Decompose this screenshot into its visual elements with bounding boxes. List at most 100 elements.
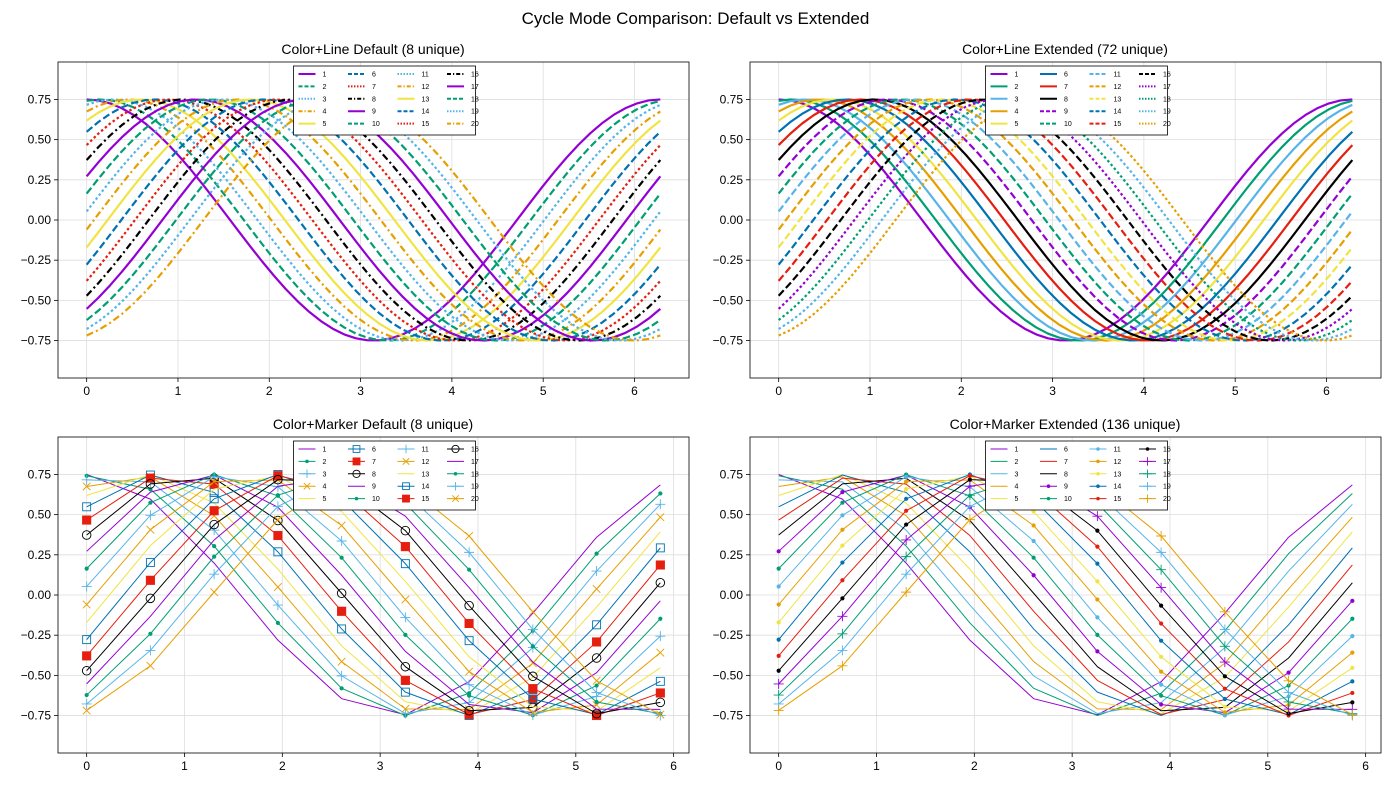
series-14-marker bbox=[464, 636, 474, 646]
legend-entry-11: 11 bbox=[397, 72, 429, 79]
legend-entry-11: 11 bbox=[1089, 72, 1121, 79]
legend-label: 5 bbox=[1015, 121, 1019, 128]
legend-label: 16 bbox=[471, 72, 479, 79]
series-10-marker bbox=[594, 683, 599, 688]
legend-label: 4 bbox=[323, 109, 327, 116]
x-tick-label: 3 bbox=[377, 759, 384, 773]
legend-entry-16: 16 bbox=[1139, 72, 1171, 79]
series-10-marker bbox=[1350, 616, 1355, 621]
y-tick-label: 0.25 bbox=[720, 548, 744, 562]
legend-entry-6: 6 bbox=[1040, 447, 1068, 454]
series-4-marker bbox=[401, 704, 410, 714]
y-tick-label: −0.50 bbox=[713, 293, 744, 307]
series-14-marker bbox=[528, 694, 538, 704]
series-19-marker bbox=[964, 501, 975, 512]
series-3-marker bbox=[464, 697, 475, 708]
series-13-line bbox=[778, 475, 1353, 712]
legend-label: 3 bbox=[323, 96, 327, 103]
legend-marker bbox=[1143, 457, 1152, 466]
legend-marker bbox=[352, 457, 361, 466]
legend-label: 10 bbox=[372, 121, 380, 128]
series-14-line bbox=[86, 473, 661, 716]
series-8-marker bbox=[81, 530, 92, 540]
series-16-marker bbox=[400, 525, 411, 536]
legend-entry-18: 18 bbox=[447, 471, 479, 478]
series-8-marker bbox=[145, 479, 156, 489]
series-11-marker bbox=[209, 471, 220, 482]
series-11-marker bbox=[81, 581, 92, 592]
x-tick-label: 2 bbox=[279, 759, 286, 773]
legend-label: 1 bbox=[323, 72, 327, 79]
series-7-marker bbox=[145, 473, 155, 483]
series-6-line bbox=[85, 98, 662, 342]
legend-entry-5: 5 bbox=[298, 121, 327, 128]
legend-entry-8: 8 bbox=[1040, 96, 1068, 103]
series-14-marker bbox=[776, 637, 781, 642]
legend-label: 9 bbox=[1064, 484, 1068, 491]
series-10-marker bbox=[658, 616, 663, 621]
series-16-marker bbox=[528, 671, 538, 682]
legend-entry-15: 15 bbox=[1089, 121, 1121, 128]
legend-entry-14: 14 bbox=[397, 482, 429, 491]
series-20-marker bbox=[656, 710, 665, 719]
legend-label: 11 bbox=[1114, 447, 1121, 454]
series-15-line bbox=[85, 98, 662, 342]
x-tick-label: 2 bbox=[971, 759, 978, 773]
series-12-marker bbox=[82, 600, 91, 609]
series-12-marker bbox=[840, 527, 845, 532]
x-tick-label: 5 bbox=[572, 759, 579, 773]
series-18-marker bbox=[773, 690, 784, 701]
legend-marker bbox=[451, 495, 460, 503]
legend-label: 6 bbox=[372, 447, 376, 454]
legend-entry-2: 2 bbox=[298, 84, 327, 91]
legend-box bbox=[293, 65, 476, 136]
series-11-marker bbox=[400, 612, 411, 623]
legend-entry-6: 6 bbox=[348, 445, 376, 454]
legend-entry-3: 3 bbox=[990, 471, 1019, 478]
series-11-marker bbox=[1350, 634, 1355, 639]
series-17-line bbox=[778, 476, 1353, 710]
legend-entry-3: 3 bbox=[990, 96, 1019, 103]
legend-entry-1: 1 bbox=[990, 72, 1019, 79]
series-16-marker bbox=[209, 519, 219, 530]
legend-marker bbox=[1046, 496, 1051, 501]
legend-entry-20: 20 bbox=[447, 121, 479, 128]
series-20-marker bbox=[901, 587, 912, 598]
y-tick-label: −0.50 bbox=[713, 668, 744, 682]
y-tick-label: −0.75 bbox=[713, 334, 744, 348]
series-18-marker bbox=[530, 644, 535, 649]
legend-marker bbox=[451, 444, 460, 454]
series-15-marker bbox=[776, 653, 781, 658]
legend-label: 20 bbox=[1163, 121, 1171, 128]
legend-label: 17 bbox=[471, 84, 479, 91]
legend-entry-2: 2 bbox=[990, 84, 1019, 91]
series-15-line bbox=[86, 475, 661, 716]
series-14-marker bbox=[400, 559, 410, 569]
series-6-marker bbox=[337, 624, 347, 634]
series-15-marker bbox=[655, 688, 665, 698]
y-tick-label: 0.50 bbox=[28, 133, 52, 147]
legend-label: 2 bbox=[1015, 84, 1019, 91]
y-tick-label: 0.25 bbox=[28, 173, 52, 187]
legend-label: 18 bbox=[471, 96, 479, 103]
legend-entry-10: 10 bbox=[1040, 121, 1072, 128]
series-14-marker bbox=[840, 560, 845, 565]
legend-entry-12: 12 bbox=[397, 84, 429, 91]
series-3-marker bbox=[400, 708, 411, 719]
legend-entry-19: 19 bbox=[447, 109, 479, 116]
legend-entry-18: 18 bbox=[1139, 96, 1171, 103]
legend-entry-15: 15 bbox=[397, 494, 429, 503]
legend-label: 12 bbox=[1114, 459, 1122, 466]
legend-entry-15: 15 bbox=[1089, 496, 1121, 503]
panel-title: Color+Line Default (8 unique) bbox=[281, 41, 464, 57]
series-15-marker bbox=[145, 575, 155, 585]
legend-marker bbox=[1096, 459, 1100, 464]
series-13-marker bbox=[840, 543, 845, 548]
legend-label: 5 bbox=[1015, 496, 1019, 503]
x-tick-label: 6 bbox=[1323, 384, 1330, 398]
series-3-marker bbox=[655, 499, 666, 510]
legend-entry-8: 8 bbox=[348, 469, 376, 478]
y-tick-label: 0.50 bbox=[720, 508, 744, 522]
